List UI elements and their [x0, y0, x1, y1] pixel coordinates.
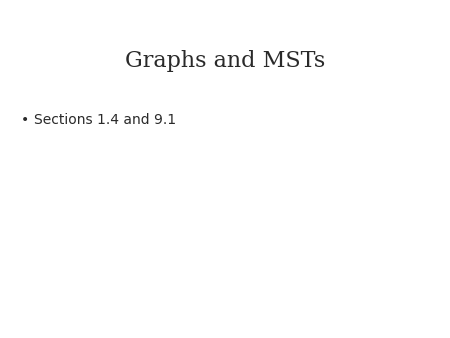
Text: •: • — [21, 113, 29, 127]
Text: Graphs and MSTs: Graphs and MSTs — [125, 50, 325, 72]
Text: Sections 1.4 and 9.1: Sections 1.4 and 9.1 — [34, 113, 176, 127]
